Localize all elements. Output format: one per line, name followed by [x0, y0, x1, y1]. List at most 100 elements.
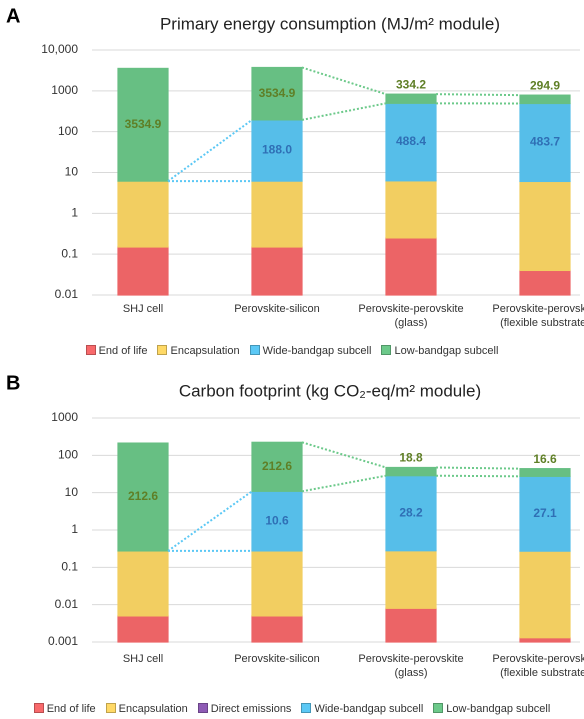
bar-segment — [117, 550, 169, 617]
y-tick-label: 10 — [65, 165, 79, 179]
chart-title: Primary energy consumption (MJ/m² module… — [160, 14, 500, 33]
bar-segment — [251, 119, 303, 182]
x-tick-label: Perovskite-perovskite (flexible substrat… — [492, 303, 584, 329]
x-tick-label: Perovskite-perovskite (glass) — [358, 653, 464, 679]
y-tick-label: 0.1 — [61, 560, 78, 574]
y-tick-label: 100 — [58, 124, 78, 138]
x-tick-label: Perovskite-silicon — [234, 303, 320, 315]
value-label: 212.6 — [262, 459, 292, 473]
legend-item: Low-bandgap subcell — [433, 703, 550, 715]
y-tick-label: 1 — [71, 522, 78, 536]
legend-item: End of life — [33, 703, 96, 715]
legend-label: Encapsulation — [170, 345, 240, 357]
bar-segment — [251, 66, 303, 121]
legend-label: Low-bandgap subcell — [394, 345, 499, 357]
y-tick-label: 100 — [58, 448, 78, 462]
bar-segment — [385, 466, 437, 477]
legend-item: Direct emissions — [197, 703, 292, 715]
legend-swatch — [157, 345, 168, 355]
value-label: 483.7 — [530, 135, 560, 149]
bar-segment — [251, 441, 303, 492]
bar-segment — [385, 550, 437, 609]
legend-swatch — [197, 703, 208, 713]
value-label: 28.2 — [399, 505, 423, 519]
bar-segment — [117, 67, 169, 182]
bar-segment — [385, 237, 437, 296]
legend: End of life Encapsulation Direct emissions… — [0, 703, 584, 715]
bar-segment — [117, 615, 169, 643]
x-tick-label: SHJ cell — [122, 653, 164, 665]
y-tick-label: 1 — [71, 206, 78, 220]
legend-label: End of life — [98, 345, 148, 357]
y-tick-label: 10 — [65, 485, 79, 499]
legend-item: Wide-bandgap subcell — [249, 345, 372, 357]
panel-label: A — [6, 5, 20, 27]
value-label: 3534.9 — [259, 86, 296, 100]
bar-segment — [519, 550, 571, 639]
x-tick-label: Perovskite-silicon — [234, 653, 320, 665]
value-label: 27.1 — [533, 506, 557, 520]
legend-swatch — [433, 703, 444, 713]
bar-segment — [251, 180, 303, 248]
legend-swatch — [105, 703, 116, 713]
value-label: 18.8 — [399, 451, 423, 465]
bar-segment — [519, 637, 571, 643]
legend-label: Wide-bandgap subcell — [314, 703, 424, 715]
bar-segment — [251, 615, 303, 643]
connector — [301, 66, 387, 96]
bar-segment — [519, 102, 571, 183]
x-tick-label: Perovskite-perovskite (glass) — [358, 303, 464, 329]
legend-label: Low-bandgap subcell — [446, 703, 551, 715]
panel-label: B — [6, 372, 20, 394]
value-label: 488.4 — [396, 134, 426, 148]
legend-swatch — [33, 703, 44, 713]
y-tick-label: 0.01 — [55, 287, 79, 301]
legend-label: Wide-bandgap subcell — [262, 345, 372, 357]
value-label: 3534.9 — [125, 117, 162, 131]
value-label: 188.0 — [262, 143, 292, 157]
value-label: 294.9 — [530, 78, 560, 92]
bar-segment — [117, 442, 169, 552]
bar-segment — [519, 269, 571, 296]
legend-item: Low-bandgap subcell — [381, 345, 498, 357]
bar-segment — [385, 102, 437, 182]
legend-swatch — [249, 345, 260, 355]
connector — [301, 102, 387, 121]
bar-segment — [117, 180, 169, 248]
bar-segment — [251, 246, 303, 296]
chart-title: Carbon footprint (kg CO₂-eq/m² module) — [179, 381, 481, 400]
bar-segment — [519, 468, 571, 477]
legend-item: Encapsulation — [105, 703, 188, 715]
y-tick-label: 0.1 — [61, 246, 78, 260]
bar-segment — [385, 607, 437, 643]
bar-segment — [519, 180, 571, 272]
y-tick-label: 10,000 — [41, 42, 78, 56]
legend: End of life Encapsulation Wide-bandgap sub… — [0, 345, 584, 357]
x-tick-label: SHJ cell — [122, 303, 164, 315]
y-tick-label: 0.001 — [48, 634, 78, 648]
value-label: 334.2 — [396, 77, 426, 91]
legend-item: Wide-bandgap subcell — [301, 703, 423, 715]
legend-item: Encapsulation — [157, 345, 240, 357]
connector — [301, 474, 387, 493]
connector — [301, 441, 387, 469]
connector — [435, 466, 521, 470]
legend-swatch — [85, 345, 96, 355]
connector — [167, 490, 253, 552]
value-label: 212.6 — [128, 489, 158, 503]
y-tick-label: 0.01 — [55, 597, 79, 611]
connector — [167, 119, 253, 182]
legend-swatch — [301, 703, 312, 713]
bar-segment — [385, 93, 437, 104]
legend-label: Encapsulation — [118, 703, 188, 715]
legend-item: End of life — [85, 345, 148, 357]
value-label: 10.6 — [265, 513, 289, 527]
bar-segment — [251, 550, 303, 617]
bar-segment — [385, 475, 437, 552]
legend-label: Direct emissions — [210, 703, 292, 715]
y-tick-label: 1000 — [51, 83, 78, 97]
bar-segment — [385, 180, 437, 239]
bar-segment — [519, 94, 571, 105]
